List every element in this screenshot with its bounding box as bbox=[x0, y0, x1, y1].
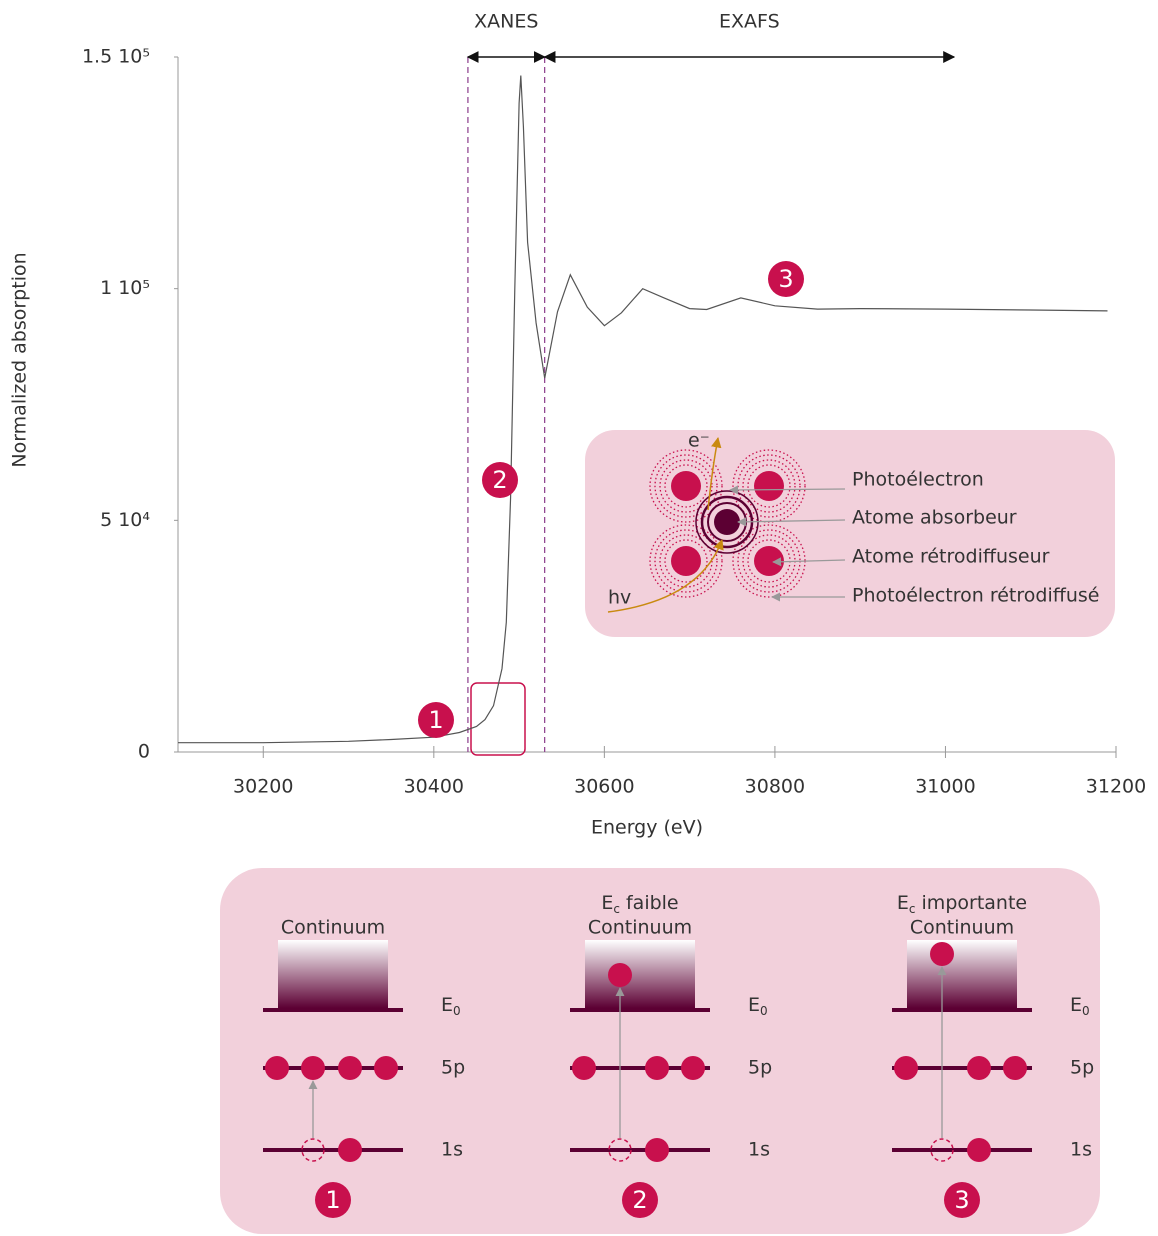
number-label: 2 bbox=[632, 1186, 647, 1214]
p5-label: 5p bbox=[748, 1057, 772, 1079]
s1-label: 1s bbox=[1070, 1139, 1092, 1161]
marker-circle bbox=[418, 702, 454, 738]
excited-electron bbox=[930, 942, 954, 966]
photon-label: hv bbox=[608, 587, 631, 609]
y-axis-title: Normalized absorption bbox=[9, 252, 31, 467]
continuum-band bbox=[585, 940, 695, 1008]
p5-electron bbox=[374, 1056, 398, 1080]
label-subscript: 0 bbox=[760, 1004, 768, 1018]
p5-electron bbox=[894, 1056, 918, 1080]
number-label: 3 bbox=[954, 1186, 969, 1214]
energy-label: Ec faible bbox=[601, 892, 678, 916]
p5-electron bbox=[1003, 1056, 1027, 1080]
continuum-label: Continuum bbox=[588, 917, 692, 939]
marker-circle bbox=[482, 462, 518, 498]
p5-electron bbox=[572, 1056, 596, 1080]
p5-electron bbox=[967, 1056, 991, 1080]
p5-electron bbox=[301, 1056, 325, 1080]
inset-background bbox=[585, 430, 1115, 637]
label-text: importante bbox=[922, 892, 1028, 914]
p5-electron bbox=[338, 1056, 362, 1080]
p5-electron bbox=[265, 1056, 289, 1080]
x-tick-label: 30600 bbox=[574, 776, 634, 798]
continuum-label: Continuum bbox=[281, 917, 385, 939]
e0-label: E0 bbox=[748, 994, 768, 1018]
region-label: EXAFS bbox=[719, 11, 780, 33]
photon-path bbox=[607, 539, 724, 613]
label-base: E bbox=[1070, 994, 1082, 1016]
label-base: E bbox=[748, 994, 760, 1016]
number-circle bbox=[315, 1182, 351, 1218]
marker-label: 3 bbox=[778, 265, 793, 293]
x-tick-label: 31200 bbox=[1086, 776, 1146, 798]
data-line bbox=[178, 75, 1108, 744]
inset-label: Atome rétrodiffuseur bbox=[852, 546, 1050, 568]
number-circle bbox=[944, 1182, 980, 1218]
label-subscript: 0 bbox=[453, 1004, 461, 1018]
s1-label: 1s bbox=[441, 1139, 463, 1161]
number-circle bbox=[622, 1182, 658, 1218]
inset-label: Photoélectron bbox=[852, 469, 984, 491]
scatterer-atoms bbox=[671, 471, 784, 576]
y-tick-label: 0 bbox=[138, 741, 150, 763]
label-subscript: 0 bbox=[1082, 1004, 1090, 1018]
x-tick-label: 31000 bbox=[915, 776, 975, 798]
e0-label: E0 bbox=[1070, 994, 1090, 1018]
label-arrows bbox=[729, 485, 846, 602]
label-base: E bbox=[897, 892, 909, 914]
region-label: XANES bbox=[474, 11, 538, 33]
vacancy bbox=[301, 1138, 325, 1162]
label-text: faible bbox=[626, 892, 679, 914]
s1-electron bbox=[645, 1138, 669, 1162]
vacancy bbox=[608, 1138, 632, 1162]
electron-label: e⁻ bbox=[688, 430, 710, 452]
label-base: E bbox=[601, 892, 613, 914]
label-base: E bbox=[441, 994, 453, 1016]
y-tick-label: 1.5 10⁵ bbox=[82, 46, 150, 68]
inset-diagram: e⁻ hv Photoélectron Atome absorbeur Atom… bbox=[585, 430, 1115, 637]
y-tick-label: 1 10⁵ bbox=[100, 277, 150, 299]
s1-label: 1s bbox=[748, 1139, 770, 1161]
continuum-band bbox=[278, 940, 388, 1008]
marker-label: 2 bbox=[492, 466, 507, 494]
edge-highlight bbox=[470, 682, 526, 756]
inset-label: Atome absorbeur bbox=[852, 507, 1017, 529]
y-tick-label: 5 10⁴ bbox=[100, 509, 150, 531]
continuum-label: Continuum bbox=[910, 917, 1014, 939]
s1-electron bbox=[967, 1138, 991, 1162]
p5-label: 5p bbox=[441, 1057, 465, 1079]
s1-electron bbox=[338, 1138, 362, 1162]
vacancy bbox=[930, 1138, 954, 1162]
inset-label: Photoélectron rétrodiffusé bbox=[852, 585, 1099, 607]
absorber-atom bbox=[714, 509, 740, 535]
label-subscript: c bbox=[613, 902, 620, 916]
x-tick-label: 30800 bbox=[745, 776, 805, 798]
p5-electron bbox=[681, 1056, 705, 1080]
electron-path bbox=[707, 436, 722, 511]
marker-label: 1 bbox=[428, 706, 443, 734]
x-tick-label: 30400 bbox=[404, 776, 464, 798]
x-tick-label: 30200 bbox=[233, 776, 293, 798]
p5-label: 5p bbox=[1070, 1057, 1094, 1079]
excited-electron bbox=[608, 963, 632, 987]
number-label: 1 bbox=[325, 1186, 340, 1214]
e0-label: E0 bbox=[441, 994, 461, 1018]
panel-background bbox=[220, 868, 1100, 1234]
marker-circle bbox=[768, 261, 804, 297]
label-subscript: c bbox=[909, 902, 916, 916]
p5-electron bbox=[645, 1056, 669, 1080]
energy-label: Ec importante bbox=[897, 892, 1027, 916]
continuum-band bbox=[907, 940, 1017, 1008]
x-axis-title: Energy (eV) bbox=[591, 817, 703, 839]
